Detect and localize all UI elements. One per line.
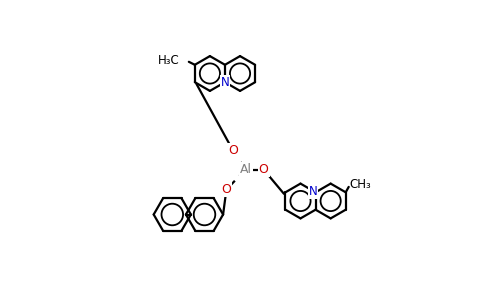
Text: CH₃: CH₃ — [349, 178, 371, 191]
Text: O: O — [222, 183, 231, 196]
Text: H₃C: H₃C — [158, 54, 180, 68]
Text: O: O — [258, 163, 269, 176]
Text: O: O — [228, 143, 238, 157]
Text: N: N — [221, 76, 229, 89]
Text: Al: Al — [240, 163, 252, 176]
Text: N: N — [309, 185, 318, 198]
